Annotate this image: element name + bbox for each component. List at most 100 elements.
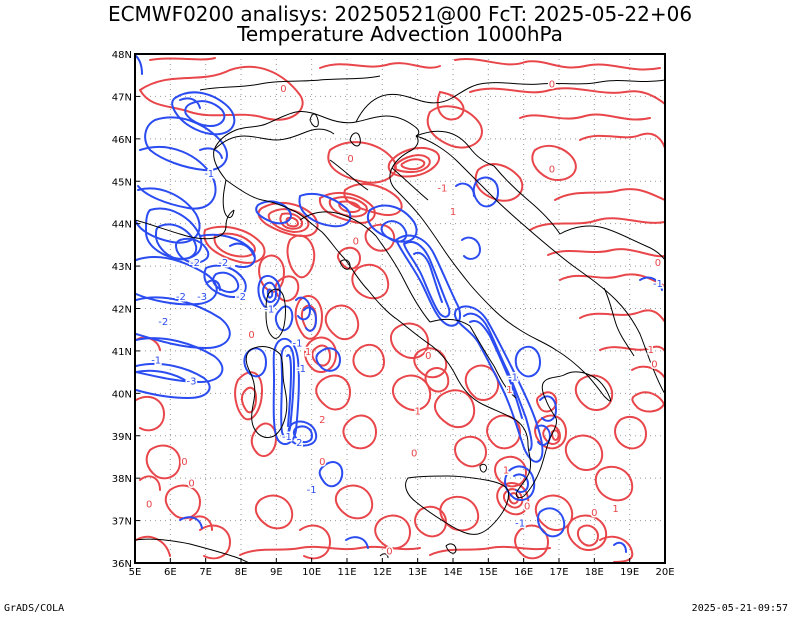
- contour-label: -1: [508, 372, 518, 383]
- border-italy-regions-e: [469, 325, 517, 399]
- border-hungary: [479, 79, 665, 85]
- contour-label: 0: [280, 84, 286, 95]
- contour-label: -2: [176, 292, 186, 303]
- coastline-france: [135, 209, 235, 240]
- y-tick-label: 44N: [112, 220, 132, 231]
- x-tick-label: 9E: [270, 567, 283, 578]
- contour-label: -1: [307, 485, 317, 496]
- x-tick-label: 17E: [549, 567, 568, 578]
- y-tick-label: 41N: [112, 347, 132, 358]
- border-austria: [355, 83, 481, 123]
- x-tick-label: 12E: [373, 567, 392, 578]
- contour-label: -2: [158, 317, 168, 328]
- border-bosnia: [493, 165, 561, 235]
- x-tick-label: 10E: [302, 567, 321, 578]
- contour-label: -3: [187, 377, 197, 388]
- malta-island: [445, 543, 457, 554]
- x-tick-label: 18E: [585, 567, 604, 578]
- contour-label: 0: [591, 508, 597, 519]
- coastline-corsica: [265, 288, 286, 339]
- negative-contours: [135, 55, 663, 553]
- contour-label: 1: [648, 345, 654, 356]
- border-italy-regions-f: [391, 167, 429, 201]
- border-italy-regions-a: [329, 159, 369, 191]
- x-tick-label: 11E: [337, 567, 356, 578]
- contour-label: 1: [305, 347, 311, 358]
- contour-label: 2: [319, 415, 325, 426]
- contour-label: 0: [524, 502, 530, 513]
- contour-label: -1: [515, 519, 525, 530]
- y-tick-label: 37N: [112, 517, 132, 528]
- y-tick-label: 39N: [112, 432, 132, 443]
- y-tick-label: 40N: [112, 389, 132, 400]
- border-montenegro-albania: [603, 287, 635, 357]
- contour-label: 0: [655, 258, 661, 269]
- contour-label: 0: [347, 154, 353, 165]
- coastline-sardinia: [245, 346, 288, 439]
- border-italy-regions-d: [429, 318, 471, 327]
- contour-label: 0: [549, 165, 555, 176]
- border-serbia: [559, 225, 665, 261]
- contour-label: 2: [296, 438, 302, 449]
- x-tick-label: 6E: [164, 567, 177, 578]
- coastlines-and-borders: [135, 75, 665, 563]
- border-italy-regions-c: [375, 235, 431, 323]
- contour-label: -1: [151, 355, 161, 366]
- contour-label: 0: [651, 360, 657, 371]
- lampedusa-island: [379, 553, 389, 559]
- y-axis-labels: 36N 37N 38N 39N 40N 41N 42N 43N 44N 45N 46N 47N 48N: [112, 50, 132, 570]
- contour-labels: 0 -1 -1 1 0 -2 -3 -2 -1 -2 -2 -2 -1 -3 -1 -1 0 1 -1 2 0 2 -1 0 0…: [144, 78, 664, 559]
- y-tick-label: 48N: [112, 50, 132, 61]
- x-tick-label: 7E: [199, 567, 212, 578]
- graticule: [135, 54, 665, 563]
- chart-title-line-1: ECMWF0200 analisys: 20250521@00 FcT: 202…: [107, 2, 693, 26]
- coastline-tunisia: [135, 538, 251, 563]
- contour-label: 0: [353, 237, 359, 248]
- contour-label: -1: [204, 169, 214, 180]
- y-tick-label: 38N: [112, 474, 132, 485]
- contour-label: 0: [411, 449, 417, 460]
- y-tick-label: 42N: [112, 305, 132, 316]
- y-tick-label: 46N: [112, 135, 132, 146]
- lake-maggiore: [309, 113, 319, 128]
- contour-label: 0: [248, 330, 254, 341]
- contour-label: 1: [503, 466, 509, 477]
- coastline-sicily: [405, 475, 509, 535]
- contour-label: 0: [319, 457, 325, 468]
- border-slovenia-croatia: [415, 130, 495, 167]
- border-france-italy: [222, 179, 235, 218]
- x-tick-label: 19E: [620, 567, 639, 578]
- contour-label: 1: [450, 207, 456, 218]
- y-tick-label: 45N: [112, 177, 132, 188]
- x-tick-label: 8E: [235, 567, 248, 578]
- x-tick-label: 5E: [129, 567, 142, 578]
- contour-label: 1: [506, 385, 512, 396]
- x-tick-label: 16E: [514, 567, 533, 578]
- aeolian-island: [479, 463, 487, 473]
- border-italy-regions-b: [299, 211, 377, 237]
- contour-label: -1: [282, 432, 292, 443]
- border-alps: [213, 111, 420, 181]
- x-axis-labels: 5E 6E 7E 8E 9E 10E 11E 12E 13E 14E 15E 16E 17E 18E 19E…: [129, 567, 675, 578]
- contour-label: -2: [218, 258, 228, 269]
- contour-label: -1: [653, 279, 663, 290]
- contour-label: -2: [236, 292, 246, 303]
- contour-label: -3: [197, 292, 207, 303]
- contour-label: -1: [437, 184, 447, 195]
- lake-garda: [349, 132, 361, 147]
- x-tick-label: 13E: [408, 567, 427, 578]
- contour-label: 0: [549, 80, 555, 91]
- footer-credit: GrADS/COLA: [4, 603, 65, 614]
- y-tick-label: 36N: [112, 559, 132, 570]
- x-tick-label: 14E: [443, 567, 462, 578]
- contour-label: -2: [190, 258, 200, 269]
- elba-island: [339, 259, 351, 270]
- contour-label: 0: [188, 478, 194, 489]
- positive-contours: [135, 57, 665, 563]
- contour-label: 1: [612, 504, 618, 515]
- contour-label: 1: [414, 406, 420, 417]
- axis-ticks: [134, 53, 666, 564]
- y-tick-label: 43N: [112, 262, 132, 273]
- y-tick-label: 47N: [112, 92, 132, 103]
